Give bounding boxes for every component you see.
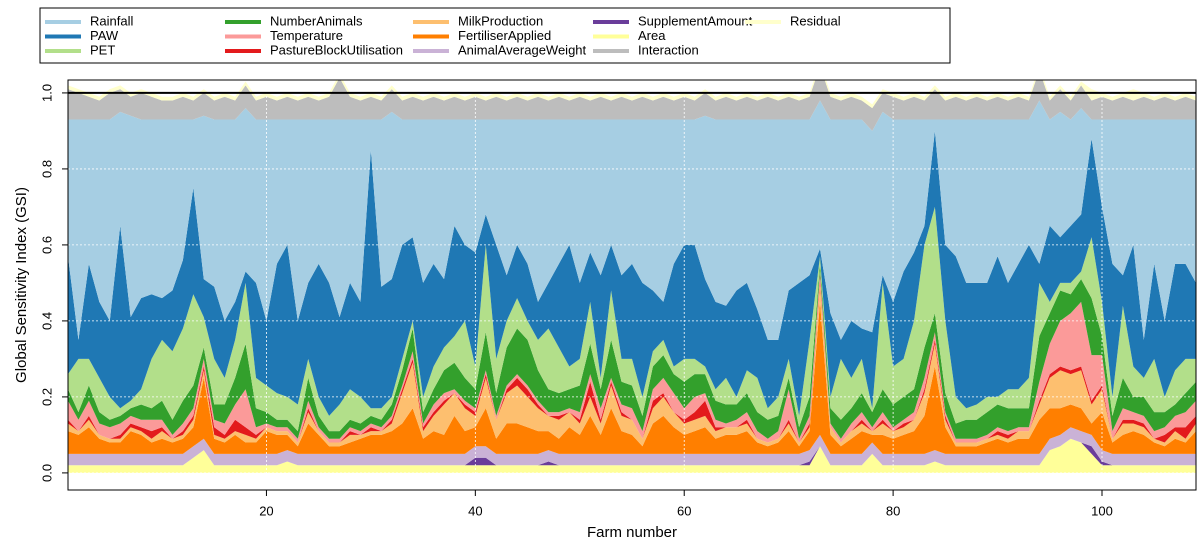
x-tick-label: 100 [1091, 503, 1113, 518]
legend-label: Area [638, 28, 666, 43]
legend-label: MilkProduction [458, 13, 543, 28]
x-tick-label: 80 [886, 503, 900, 518]
x-tick-label: 40 [468, 503, 482, 518]
y-tick-label: 0.6 [39, 236, 54, 254]
area [68, 271, 1196, 443]
legend-box [39, 7, 951, 64]
x-axis-title: Farm number [587, 524, 677, 541]
y-tick-label: 0.8 [39, 160, 54, 178]
x-tick-label: 60 [677, 503, 691, 518]
legend-label: Temperature [270, 28, 343, 43]
legend-label: SupplementAmount [638, 13, 753, 28]
legend-label: Rainfall [90, 13, 133, 28]
x-tick-label: 20 [259, 503, 273, 518]
y-tick-label: 0.2 [39, 388, 54, 406]
y-tick-label: 0.4 [39, 312, 54, 330]
plot-area [68, 80, 1196, 490]
area [68, 206, 1196, 432]
y-tick-label: 0.0 [39, 464, 54, 482]
legend-label: Residual [790, 13, 841, 28]
y-tick-label: 1.0 [39, 84, 54, 102]
legend-label: FertiliserApplied [458, 28, 551, 43]
y-axis-title: Global Sensitivity Index (GSI) [13, 187, 30, 383]
legend-label: PastureBlockUtilisation [270, 42, 403, 57]
area [68, 100, 1196, 340]
legend-label: NumberAnimals [270, 13, 363, 28]
area [68, 263, 1196, 439]
legend-label: PET [90, 42, 115, 57]
area [68, 438, 1196, 473]
plot-frame [67, 79, 1197, 491]
area [68, 80, 1196, 131]
legend-label: Interaction [638, 42, 699, 57]
area [68, 130, 1196, 416]
legend-label: AnimalAverageWeight [458, 42, 587, 57]
legend-label: PAW [90, 28, 119, 43]
area [68, 427, 1196, 466]
